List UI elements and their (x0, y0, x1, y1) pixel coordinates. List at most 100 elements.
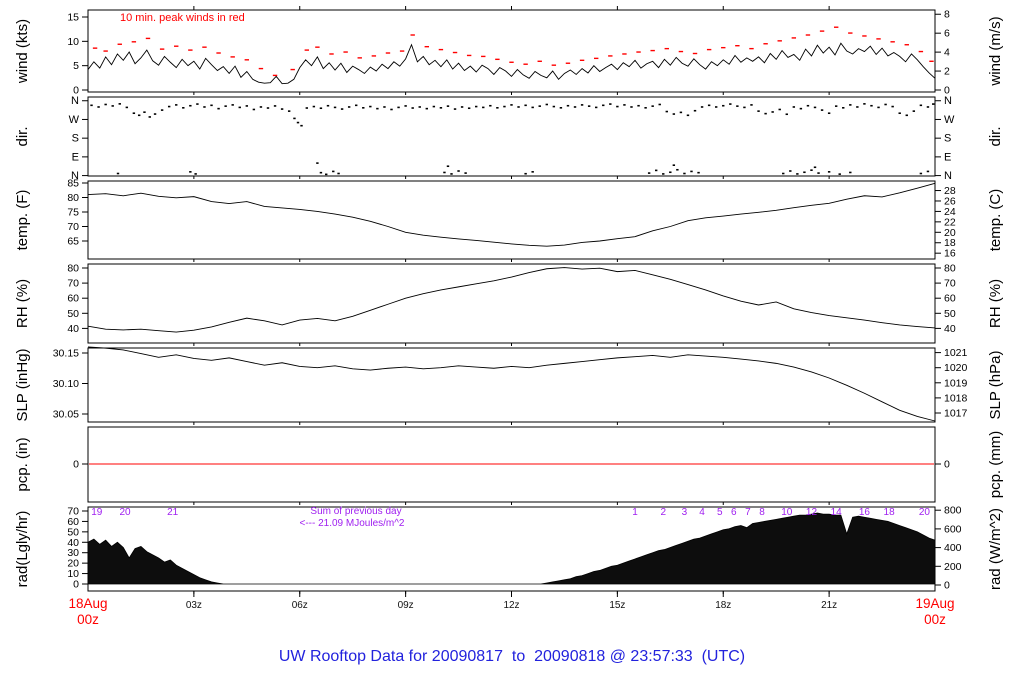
panel-slp: 30.05 30.10 30.15 1017 1018 1019 1020 1021 SLP (… (14, 346, 1004, 425)
pcp-ylabel-left: pcp. (in) (14, 437, 31, 491)
rad-ytick-left: 50 (67, 526, 79, 538)
temp-ytick-right: 20 (944, 227, 956, 239)
slp-ylabel-left: SLP (inHg) (14, 348, 31, 421)
wind-ytick-right: 0 (944, 85, 950, 97)
rad-ytick-right: 400 (944, 542, 962, 554)
pcp-ytick-left: 0 (73, 459, 79, 471)
cumulative-mj-marker: 3 (682, 507, 688, 518)
panel-pcp: 0 0 pcp. (in) pcp. (mm) (14, 426, 1004, 505)
temp-ytick-right: 26 (944, 195, 956, 207)
cumulative-mj-marker: 4 (699, 507, 705, 518)
rh-ytick-right: 70 (944, 278, 956, 290)
cumulative-mj-marker: 18 (884, 507, 896, 518)
wind-ytick-left: 10 (67, 36, 79, 48)
rh-ylabel-right: RH (%) (987, 279, 1004, 328)
cumulative-mj-marker: 19 (91, 507, 103, 518)
cumulative-mj-marker: 10 (781, 507, 793, 518)
rh-ytick-left: 40 (67, 323, 79, 335)
temp-ylabel-right: temp. (C) (987, 189, 1004, 252)
dir-ytick-right: N (944, 170, 952, 182)
cumulative-mj-marker: 12 (806, 507, 818, 518)
rad-ylabel-right: rad (W/m^2) (987, 508, 1004, 590)
dir-ytick-left: S (72, 133, 79, 145)
rh-panel-frame (87, 263, 936, 344)
panel-rad: 0102030405060700200400600800rad(Lgly/hr)… (14, 505, 1004, 594)
dir-ytick-right: S (944, 133, 951, 145)
end-time-label: 00z (924, 612, 946, 627)
slp-panel-frame (87, 347, 936, 423)
slp-ytick-left: 30.10 (53, 378, 79, 390)
dir-ytick-left: E (72, 151, 79, 163)
slp-ytick-left: 30.15 (53, 348, 79, 360)
time-tick-label: 21z (821, 600, 837, 611)
temp-ytick-left: 65 (67, 236, 79, 248)
time-tick-label: 09z (398, 600, 414, 611)
temp-ytick-left: 85 (67, 178, 79, 190)
cumulative-mj-marker: 1 (632, 507, 638, 518)
slp-ytick-right: 1019 (944, 377, 968, 389)
start-date-label: 18Aug (68, 596, 107, 611)
rh-ytick-right: 50 (944, 308, 956, 320)
rh-line-series (87, 267, 936, 333)
time-tick-label: 12z (503, 600, 519, 611)
peak-winds-note: 10 min. peak winds in red (120, 12, 245, 24)
rad-ytick-right: 0 (944, 580, 950, 592)
time-tick-label: 06z (292, 600, 308, 611)
temp-line-series (87, 182, 936, 247)
cumulative-mj-marker: 7 (745, 507, 751, 518)
rh-ylabel-left: RH (%) (14, 279, 31, 328)
wind-ytick-left: 5 (73, 60, 79, 72)
dir-ytick-right: E (944, 151, 951, 163)
rad-ytick-left: 10 (67, 568, 79, 580)
start-time-label: 00z (77, 612, 99, 627)
wind-ytick-left: 0 (73, 85, 79, 97)
rad-ytick-left: 0 (73, 579, 79, 591)
sum-previous-day-value: <--- 21.09 MJoules/m^2 (299, 518, 404, 529)
dir-ytick-right: N (944, 95, 952, 107)
dir-ytick-left: N (71, 170, 79, 182)
wind-ytick-right: 4 (944, 47, 950, 59)
pcp-ytick-right: 0 (944, 459, 950, 471)
rad-ytick-right: 200 (944, 561, 962, 573)
wind-line-series (87, 42, 936, 85)
slp-ytick-right: 1020 (944, 362, 968, 374)
temp-ytick-right: 16 (944, 248, 956, 260)
rh-ytick-left: 80 (67, 263, 79, 275)
rad-ylabel-left: rad(Lgly/hr) (14, 511, 31, 588)
slp-ytick-right: 1018 (944, 392, 968, 404)
wind-ytick-left: 15 (67, 11, 79, 23)
slp-ytick-right: 1017 (944, 408, 968, 420)
rh-ytick-left: 70 (67, 278, 79, 290)
rh-ytick-left: 50 (67, 308, 79, 320)
temp-ytick-left: 75 (67, 207, 79, 219)
cumulative-mj-marker: 5 (717, 507, 723, 518)
slp-line-series (87, 346, 936, 422)
temp-ytick-right: 22 (944, 216, 956, 228)
rad-ytick-right: 800 (944, 505, 962, 517)
panel-rh: 40 50 60 70 80 40 50 60 70 80 RH (%) RH (%) (14, 263, 1004, 346)
dir-ylabel-right: dir. (987, 126, 1004, 146)
dir-ytick-left: N (71, 95, 79, 107)
cumulative-mj-marker: 6 (731, 507, 737, 518)
rh-ytick-left: 60 (67, 293, 79, 305)
cumulative-mj-marker: 2 (660, 507, 666, 518)
rh-ytick-right: 80 (944, 263, 956, 275)
temp-ytick-left: 70 (67, 221, 79, 233)
wind-ylabel-right: wind (m/s) (987, 16, 1004, 86)
cumulative-mj-marker: 20 (119, 507, 131, 518)
slp-ytick-left: 30.05 (53, 409, 79, 421)
temp-ytick-left: 80 (67, 192, 79, 204)
temp-ylabel-left: temp. (F) (14, 190, 31, 251)
cumulative-mj-marker: 16 (859, 507, 871, 518)
cumulative-mj-marker: 21 (167, 507, 179, 518)
rad-ytick-left: 20 (67, 558, 79, 570)
rad-ytick-right: 600 (944, 523, 962, 535)
time-tick-label: 15z (609, 600, 625, 611)
time-tick-label: 18z (715, 600, 731, 611)
wind-ylabel-left: wind (kts) (14, 19, 31, 84)
temp-panel-frame (87, 180, 936, 260)
